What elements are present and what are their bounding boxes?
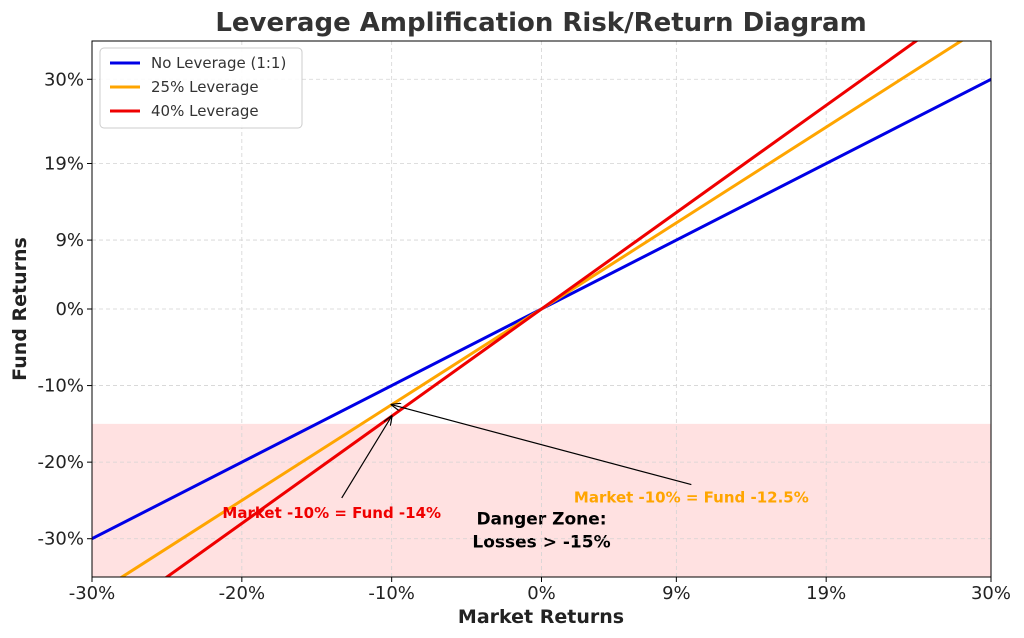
annotation-arrow-1: [392, 405, 692, 486]
legend-label-2: 40% Leverage: [151, 102, 259, 120]
y-tick-label: 30%: [44, 69, 84, 90]
y-tick-label: 19%: [44, 154, 84, 175]
y-tick-label: -20%: [37, 452, 84, 473]
series-line-2: [164, 41, 919, 577]
x-tick-label: -10%: [368, 583, 415, 604]
x-tick-label: -20%: [219, 583, 266, 604]
x-tick-label: 19%: [806, 583, 846, 604]
legend-label-0: No Leverage (1:1): [151, 54, 286, 72]
chart-title: Leverage Amplification Risk/Return Diagr…: [215, 8, 866, 38]
y-tick-label: 9%: [55, 230, 84, 251]
x-tick-label: 0%: [527, 583, 556, 604]
danger-zone-label-2: Losses > -15%: [472, 533, 610, 553]
x-axis-label: Market Returns: [458, 606, 624, 628]
x-tick-label: 30%: [971, 583, 1011, 604]
y-tick-label: -30%: [37, 529, 84, 550]
y-tick-label: -10%: [37, 376, 84, 397]
legend-box: [99, 47, 303, 129]
legend-label-1: 25% Leverage: [151, 78, 259, 96]
annotation-arrow-0: [341, 416, 392, 499]
annotation-label-1: Market -10% = Fund -12.5%: [574, 489, 809, 507]
y-axis-label: Fund Returns: [9, 237, 31, 381]
x-tick-label: -30%: [69, 583, 116, 604]
annotation-label-0: Market -10% = Fund -14%: [222, 504, 441, 522]
x-tick-label: 9%: [662, 583, 691, 604]
y-tick-label: 0%: [55, 299, 84, 320]
